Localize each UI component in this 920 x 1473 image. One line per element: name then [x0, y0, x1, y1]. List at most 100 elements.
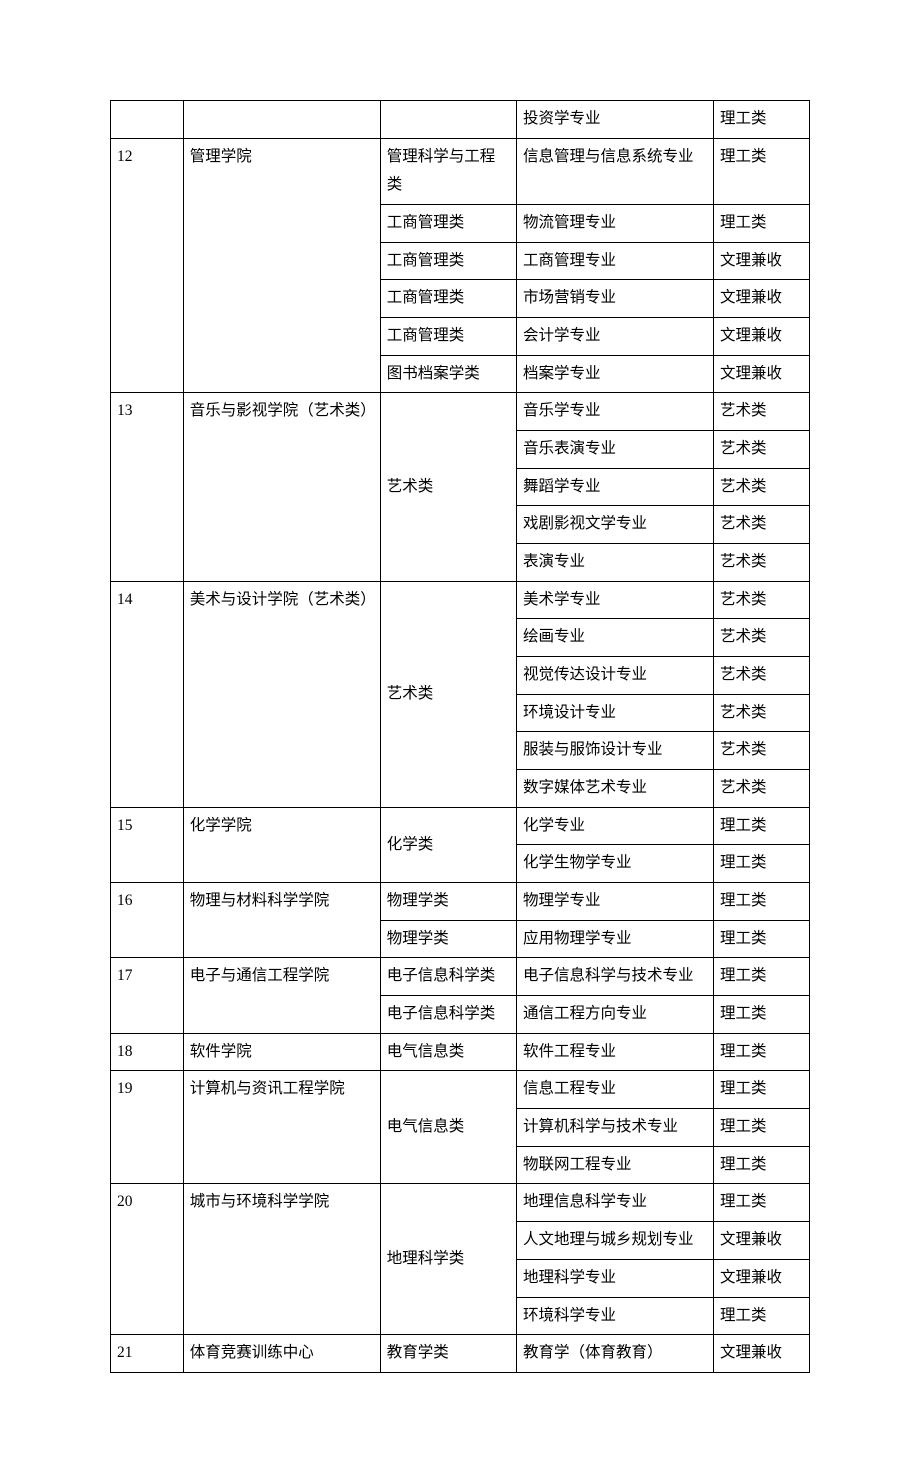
- cell-category: 艺术类: [380, 581, 516, 807]
- cell-major: 音乐学专业: [517, 393, 714, 431]
- table-row: 18 软件学院 电气信息类 软件工程专业 理工类: [111, 1033, 810, 1071]
- cell-num: 17: [111, 958, 184, 1033]
- cell-category: 地理科学类: [380, 1184, 516, 1335]
- cell-type: 艺术类: [714, 393, 810, 431]
- cell-num: 18: [111, 1033, 184, 1071]
- table-row: 15 化学学院 化学类 化学专业 理工类: [111, 807, 810, 845]
- cell-major: 环境设计专业: [517, 694, 714, 732]
- cell-type: 艺术类: [714, 619, 810, 657]
- cell-type: 理工类: [714, 1071, 810, 1109]
- table-row: 20 城市与环境科学学院 地理科学类 地理信息科学专业 理工类: [111, 1184, 810, 1222]
- cell-category: 工商管理类: [380, 318, 516, 356]
- cell-category: 物理学类: [380, 883, 516, 921]
- cell-category: 管理科学与工程类: [380, 138, 516, 204]
- cell-type: 理工类: [714, 205, 810, 243]
- cell-major: 音乐表演专业: [517, 431, 714, 469]
- cell-college: 化学学院: [183, 807, 380, 882]
- table-row: 12 管理学院 管理科学与工程类 信息管理与信息系统专业 理工类: [111, 138, 810, 204]
- cell-type: 理工类: [714, 958, 810, 996]
- cell-major: 电子信息科学与技术专业: [517, 958, 714, 996]
- cell-type: 文理兼收: [714, 1259, 810, 1297]
- cell-num: 19: [111, 1071, 184, 1184]
- cell-college: 体育竞赛训练中心: [183, 1335, 380, 1373]
- cell-num: [111, 101, 184, 139]
- cell-type: 理工类: [714, 1184, 810, 1222]
- table-row: 19 计算机与资讯工程学院 电气信息类 信息工程专业 理工类: [111, 1071, 810, 1109]
- table-body: 投资学专业 理工类 12 管理学院 管理科学与工程类 信息管理与信息系统专业 理…: [111, 101, 810, 1373]
- cell-type: 理工类: [714, 996, 810, 1034]
- cell-major: 服装与服饰设计专业: [517, 732, 714, 770]
- cell-major: 计算机科学与技术专业: [517, 1109, 714, 1147]
- cell-num: 16: [111, 883, 184, 958]
- cell-category: 教育学类: [380, 1335, 516, 1373]
- cell-num: 15: [111, 807, 184, 882]
- table-row: 17 电子与通信工程学院 电子信息科学类 电子信息科学与技术专业 理工类: [111, 958, 810, 996]
- cell-category: 电气信息类: [380, 1071, 516, 1184]
- cell-type: 理工类: [714, 1109, 810, 1147]
- cell-category: 化学类: [380, 807, 516, 882]
- cell-num: 21: [111, 1335, 184, 1373]
- cell-category: 工商管理类: [380, 280, 516, 318]
- cell-type: 艺术类: [714, 694, 810, 732]
- table-row: 16 物理与材料科学学院 物理学类 物理学专业 理工类: [111, 883, 810, 921]
- cell-num: 13: [111, 393, 184, 581]
- cell-type: 理工类: [714, 807, 810, 845]
- cell-type: 艺术类: [714, 468, 810, 506]
- table-row: 投资学专业 理工类: [111, 101, 810, 139]
- cell-type: 艺术类: [714, 770, 810, 808]
- cell-type: 艺术类: [714, 657, 810, 695]
- cell-num: 14: [111, 581, 184, 807]
- cell-major: 绘画专业: [517, 619, 714, 657]
- cell-college: [183, 101, 380, 139]
- cell-major: 通信工程方向专业: [517, 996, 714, 1034]
- cell-major: 信息管理与信息系统专业: [517, 138, 714, 204]
- cell-type: 文理兼收: [714, 1335, 810, 1373]
- cell-major: 表演专业: [517, 544, 714, 582]
- cell-major: 化学生物学专业: [517, 845, 714, 883]
- cell-college: 美术与设计学院（艺术类）: [183, 581, 380, 807]
- cell-major: 市场营销专业: [517, 280, 714, 318]
- cell-major: 化学专业: [517, 807, 714, 845]
- cell-category: 工商管理类: [380, 242, 516, 280]
- cell-type: 艺术类: [714, 544, 810, 582]
- cell-major: 应用物理学专业: [517, 920, 714, 958]
- cell-type: 文理兼收: [714, 242, 810, 280]
- cell-major: 人文地理与城乡规划专业: [517, 1222, 714, 1260]
- majors-table: 投资学专业 理工类 12 管理学院 管理科学与工程类 信息管理与信息系统专业 理…: [110, 100, 810, 1373]
- table-row: 21 体育竞赛训练中心 教育学类 教育学（体育教育） 文理兼收: [111, 1335, 810, 1373]
- cell-major: 工商管理专业: [517, 242, 714, 280]
- cell-type: 艺术类: [714, 581, 810, 619]
- cell-major: 信息工程专业: [517, 1071, 714, 1109]
- cell-college: 电子与通信工程学院: [183, 958, 380, 1033]
- cell-type: 理工类: [714, 845, 810, 883]
- cell-major: 数字媒体艺术专业: [517, 770, 714, 808]
- cell-major: 地理信息科学专业: [517, 1184, 714, 1222]
- cell-num: 20: [111, 1184, 184, 1335]
- cell-type: 理工类: [714, 1033, 810, 1071]
- cell-category: 艺术类: [380, 393, 516, 581]
- cell-major: 地理科学专业: [517, 1259, 714, 1297]
- cell-major: 戏剧影视文学专业: [517, 506, 714, 544]
- cell-major: 美术学专业: [517, 581, 714, 619]
- cell-type: 理工类: [714, 138, 810, 204]
- cell-type: 理工类: [714, 883, 810, 921]
- cell-major: 投资学专业: [517, 101, 714, 139]
- cell-type: 文理兼收: [714, 355, 810, 393]
- cell-major: 软件工程专业: [517, 1033, 714, 1071]
- cell-category: 工商管理类: [380, 205, 516, 243]
- cell-type: 理工类: [714, 920, 810, 958]
- table-row: 14 美术与设计学院（艺术类） 艺术类 美术学专业 艺术类: [111, 581, 810, 619]
- cell-category: [380, 101, 516, 139]
- cell-major: 物流管理专业: [517, 205, 714, 243]
- cell-college: 软件学院: [183, 1033, 380, 1071]
- cell-college: 管理学院: [183, 138, 380, 393]
- cell-type: 艺术类: [714, 506, 810, 544]
- cell-category: 电子信息科学类: [380, 958, 516, 996]
- cell-category: 物理学类: [380, 920, 516, 958]
- cell-category: 电子信息科学类: [380, 996, 516, 1034]
- cell-major: 教育学（体育教育）: [517, 1335, 714, 1373]
- cell-major: 档案学专业: [517, 355, 714, 393]
- cell-type: 文理兼收: [714, 1222, 810, 1260]
- cell-major: 物理学专业: [517, 883, 714, 921]
- cell-type: 理工类: [714, 101, 810, 139]
